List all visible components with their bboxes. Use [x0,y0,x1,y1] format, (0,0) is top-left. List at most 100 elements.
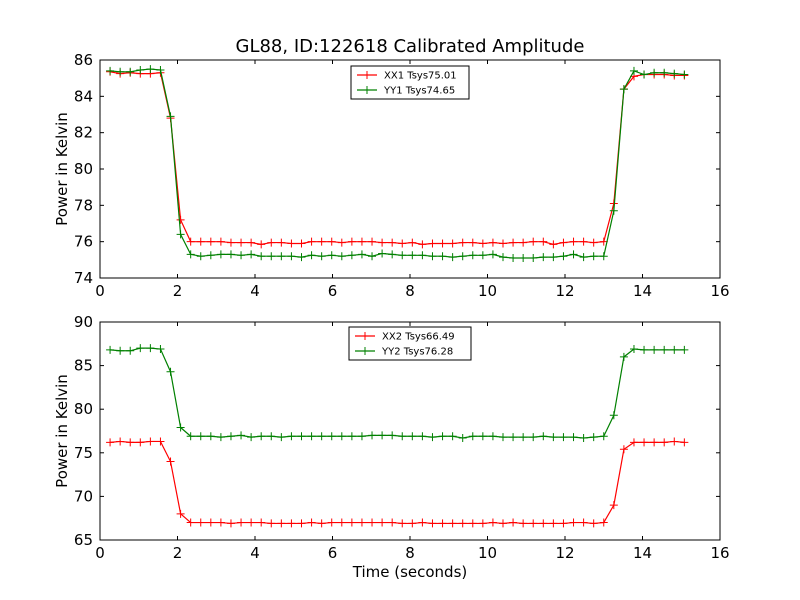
data-point [499,239,507,248]
x-tick-label: 14 [633,282,652,300]
data-point [166,367,175,376]
data-point [357,518,366,527]
data-point [650,68,659,77]
data-point [297,239,306,248]
data-point [347,251,356,260]
data-point [629,345,638,354]
data-point [166,457,175,466]
legend-marker [361,347,369,355]
data-point [609,206,618,215]
legend-marker [361,332,369,340]
data-point [458,252,467,261]
data-point [106,345,115,354]
data-point [640,70,649,79]
y-tick-label: 90 [74,313,93,331]
data-point [368,252,377,261]
data-point [519,254,528,263]
data-point [418,251,427,260]
data-point [337,518,346,527]
data-point [136,438,145,447]
series-line-2 [110,347,685,439]
y-tick-label: 84 [74,87,93,105]
data-point [499,519,507,528]
data-point [186,250,195,259]
x-tick-label: 16 [710,544,729,562]
data-point [337,432,346,441]
data-point [368,431,377,440]
x-tick-label: 0 [95,282,105,300]
data-point [478,251,487,260]
data-point [257,240,266,249]
data-point [146,344,155,353]
data-point [680,70,689,79]
data-point [166,112,175,121]
data-point [206,237,215,246]
data-point [509,433,518,442]
data-point [257,432,266,441]
data-point [337,252,346,261]
data-point [337,238,346,247]
data-point [327,518,336,527]
data-point [569,433,578,442]
data-point [378,238,387,247]
data-point [418,518,427,527]
data-point [116,437,125,446]
data-point [136,344,145,353]
data-point [640,438,649,447]
data-point [438,252,447,261]
data-point [398,239,407,248]
data-point [297,519,306,528]
data-point [237,431,246,440]
data-point [519,238,528,247]
data-point [569,237,578,246]
data-point [519,519,528,528]
data-point [468,238,477,247]
legend-label: YY2 Tsys76.28 [381,347,453,358]
data-point [196,432,205,441]
bottom-plot: 0 2 4 6 8 10 12 14 16 65 70 75 80 85 90 Power in Kelvin… [53,313,730,581]
data-point [559,252,568,261]
data-point [206,518,215,527]
data-point [106,66,115,75]
data-point [146,65,155,74]
data-point [509,254,518,263]
data-point [428,433,437,442]
data-point [347,432,356,441]
data-point [589,252,598,261]
data-point [277,238,286,247]
data-point [388,431,397,440]
data-point [509,238,518,247]
data-point [408,238,417,247]
data-point [307,518,316,527]
data-point [660,345,669,354]
data-point [247,433,256,442]
data-point [458,433,467,442]
data-point [267,238,276,247]
data-point [156,437,165,446]
data-point [237,238,246,247]
data-point [488,432,497,441]
data-point [468,251,477,260]
data-point [257,252,266,261]
x-tick-label: 2 [173,282,183,300]
data-point [458,238,467,247]
data-point [378,518,387,527]
data-point [458,519,467,528]
data-point [509,518,518,527]
data-point [388,518,397,527]
data-point [549,519,558,528]
x-tick-label: 12 [555,544,574,562]
data-point [408,251,417,260]
data-point [327,432,336,441]
data-point [529,519,538,528]
x-tick-label: 2 [173,544,183,562]
y-tick-label: 85 [74,357,93,375]
legend: XX2 Tsys66.49 YY2 Tsys76.28 [348,326,472,361]
x-tick-label: 10 [478,544,497,562]
data-point [499,433,507,442]
legend-marker [363,86,371,94]
data-point [156,65,165,74]
data-point [196,518,205,527]
data-point [579,433,588,442]
